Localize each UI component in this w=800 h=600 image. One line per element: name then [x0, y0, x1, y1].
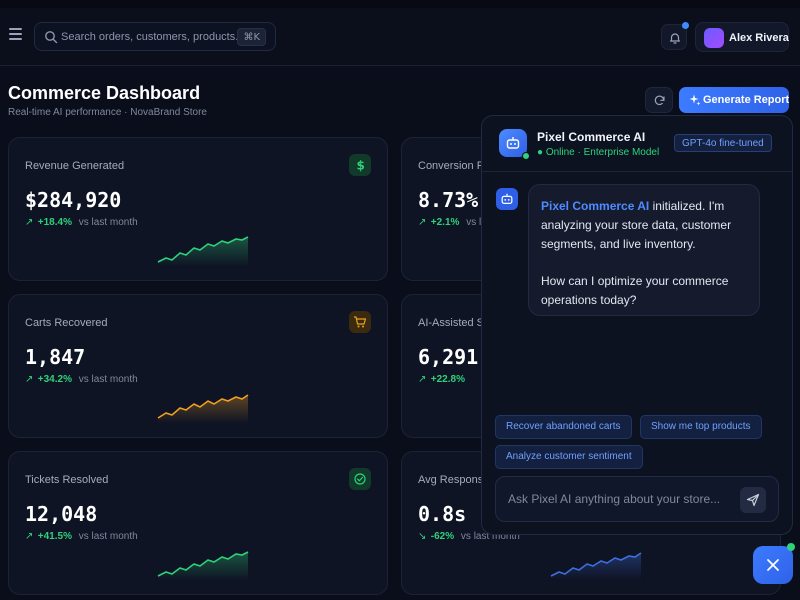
online-indicator — [787, 543, 795, 551]
sparkline-chart — [157, 551, 249, 580]
user-name: Alex Rivera — [729, 32, 789, 44]
trend-up-icon: ↗ — [25, 531, 34, 542]
trend-up-icon: ↗ — [418, 217, 427, 228]
metric-card-carts[interactable]: Carts Recovered 1,847 ↗ +34.2% vs last m… — [8, 294, 388, 438]
trend-up-icon: ↗ — [25, 374, 34, 385]
metric-value: 12,048 — [25, 502, 98, 526]
page-subtitle: Real-time AI performance · NovaBrand Sto… — [8, 107, 207, 118]
cart-icon — [349, 311, 371, 333]
metric-label: Carts Recovered — [25, 317, 108, 329]
refresh-button[interactable] — [645, 87, 673, 113]
metric-delta: ↗ +22.8% — [418, 374, 465, 385]
page-title: Commerce Dashboard — [8, 83, 201, 103]
menu-icon[interactable] — [9, 28, 22, 40]
metric-value: 0.8s — [418, 502, 467, 526]
close-chat-button[interactable] — [753, 546, 793, 584]
suggestion-chip[interactable]: Show me top products — [640, 415, 762, 439]
metric-delta: ↘ -62% vs last month — [418, 531, 520, 542]
metric-label: Avg Response — [418, 474, 490, 486]
generate-report-button[interactable]: Generate Report — [679, 87, 789, 113]
robot-icon — [506, 137, 520, 149]
metric-label: Conversion Ra — [418, 160, 491, 172]
sparkle-icon — [689, 94, 701, 106]
dollar-icon: $ — [349, 154, 371, 176]
sparkline-chart — [157, 394, 249, 423]
metric-value: 1,847 — [25, 345, 86, 369]
search-shortcut-badge: ⌘K — [237, 28, 266, 46]
top-bar: Search orders, customers, products... ⌘K… — [0, 8, 800, 66]
generate-report-label: Generate Report — [703, 94, 790, 106]
online-indicator — [522, 152, 530, 160]
bell-icon — [669, 33, 681, 44]
ai-message-question: How can I optimize your commerce operati… — [541, 274, 729, 307]
ai-name: Pixel Commerce AI — [537, 130, 646, 144]
search-icon — [45, 31, 58, 44]
check-circle-icon — [349, 468, 371, 490]
search-box[interactable]: Search orders, customers, products... ⌘K — [34, 22, 276, 51]
close-icon — [767, 559, 779, 571]
send-icon — [746, 493, 760, 507]
suggestion-chip[interactable]: Recover abandoned carts — [495, 415, 632, 439]
suggestion-chip[interactable]: Analyze customer sentiment — [495, 445, 643, 469]
metric-delta: ↗ +18.4% vs last month — [25, 217, 138, 228]
metric-value: $284,920 — [25, 188, 122, 212]
ai-message-bubble: Pixel Commerce AI initialized. I'm analy… — [528, 184, 760, 316]
ai-avatar — [499, 129, 530, 160]
metric-card-revenue[interactable]: Revenue Generated $284,920 ↗ +18.4% vs l… — [8, 137, 388, 281]
notifications-button[interactable] — [661, 22, 689, 50]
svg-text:$: $ — [357, 159, 365, 173]
metric-value: 8.73% — [418, 188, 479, 212]
metric-card-tickets[interactable]: Tickets Resolved 12,048 ↗ +41.5% vs last… — [8, 451, 388, 595]
ai-assistant-panel: Pixel Commerce AI ● Online · Enterprise … — [481, 115, 793, 535]
sparkline-chart — [550, 552, 642, 580]
metric-delta: ↗ +41.5% vs last month — [25, 531, 138, 542]
window-top-strip — [0, 0, 800, 8]
sparkline-chart — [157, 236, 249, 266]
model-badge: GPT-4o fine-tuned — [674, 134, 772, 152]
avatar — [704, 28, 724, 48]
ai-chat-input-box — [495, 476, 779, 522]
ai-chat-input[interactable] — [508, 490, 733, 508]
trend-down-icon: ↘ — [418, 531, 427, 542]
send-button[interactable] — [740, 487, 766, 513]
user-menu[interactable]: Alex Rivera — [695, 22, 789, 52]
trend-up-icon: ↗ — [25, 217, 34, 228]
ai-status: ● Online · Enterprise Model — [537, 147, 660, 158]
search-input[interactable]: Search orders, customers, products... — [61, 31, 245, 43]
metric-label: Revenue Generated — [25, 160, 125, 172]
ai-message-line: Pixel Commerce AI initialized. I'm analy… — [541, 199, 732, 251]
refresh-icon — [654, 95, 665, 106]
metric-value: 6,291 — [418, 345, 479, 369]
message-avatar — [496, 188, 518, 210]
notification-dot — [682, 22, 689, 29]
metric-label: AI-Assisted Sa — [418, 317, 491, 329]
ai-panel-header: Pixel Commerce AI ● Online · Enterprise … — [482, 116, 792, 172]
metric-label: Tickets Resolved — [25, 474, 109, 486]
trend-up-icon: ↗ — [418, 374, 427, 385]
robot-icon — [501, 193, 513, 204]
metric-delta: ↗ +34.2% vs last month — [25, 374, 138, 385]
